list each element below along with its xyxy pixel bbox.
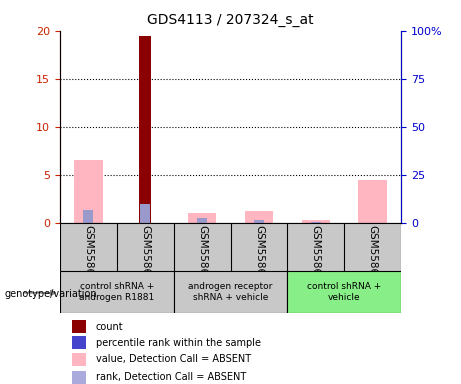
Bar [254,220,264,223]
Text: GSM558629: GSM558629 [254,225,264,288]
Bar [139,36,152,223]
Bar [74,161,102,223]
Bar [140,204,150,223]
Bar [245,211,273,223]
Bar [72,353,86,366]
Text: GSM558627: GSM558627 [140,225,150,288]
Bar [72,320,86,333]
Bar [72,336,86,349]
Text: count: count [95,321,123,331]
Text: androgen receptor
shRNA + vehicle: androgen receptor shRNA + vehicle [188,282,273,301]
Title: GDS4113 / 207324_s_at: GDS4113 / 207324_s_at [147,13,314,27]
Text: control shRNA +
vehicle: control shRNA + vehicle [307,282,381,301]
Bar [311,222,321,223]
Text: GSM558625: GSM558625 [367,225,378,288]
Text: GSM558628: GSM558628 [197,225,207,288]
Text: value, Detection Call = ABSENT: value, Detection Call = ABSENT [95,354,251,364]
Text: rank, Detection Call = ABSENT: rank, Detection Call = ABSENT [95,372,246,382]
Text: GSM558624: GSM558624 [311,225,321,288]
Bar [72,371,86,384]
Bar [174,271,287,313]
Text: genotype/variation: genotype/variation [5,289,97,299]
Bar [301,220,330,223]
Bar [188,213,216,223]
Text: percentile rank within the sample: percentile rank within the sample [95,338,260,348]
Text: control shRNA +
androgen R1881: control shRNA + androgen R1881 [79,282,154,301]
Bar [83,210,94,223]
Bar [358,180,387,223]
Bar [287,271,401,313]
Bar [197,218,207,223]
Text: GSM558626: GSM558626 [83,225,94,288]
Bar [60,271,174,313]
